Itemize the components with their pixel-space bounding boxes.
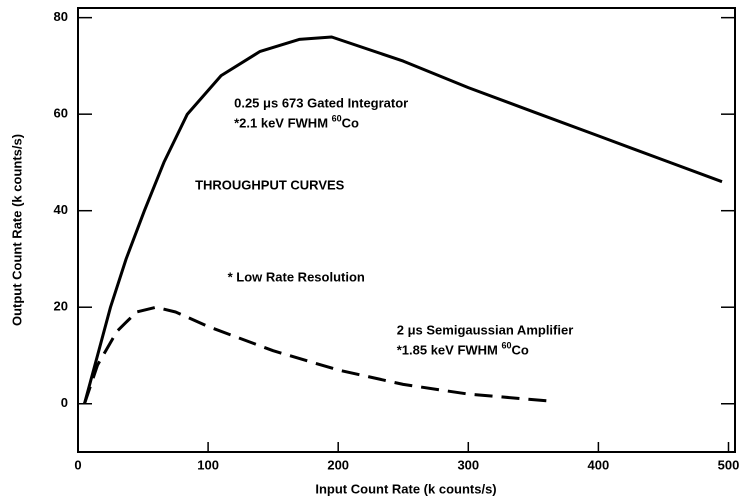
x-tick-label: 0 [74,457,81,472]
annotation: *1.85 keV FWHM 60Co [397,341,529,358]
annotation-part: 0.25 μs 673 Gated Integrator [234,96,408,111]
y-axis-label: Output Count Rate (k counts/s) [9,134,24,326]
annotation-part: 2 μs Semigaussian Amplifier [397,323,574,338]
x-tick-label: 100 [197,457,219,472]
x-tick-label: 500 [718,457,740,472]
x-axis-label: Input Count Rate (k counts/s) [315,481,496,496]
annotation: *2.1 keV FWHM 60Co [234,114,359,131]
annotation-part: Co [512,343,529,358]
annotation-part: 60 [332,114,342,124]
annotation: 2 μs Semigaussian Amplifier [397,323,574,338]
x-tick-label: 200 [327,457,349,472]
annotation: * Low Rate Resolution [228,270,365,285]
annotation: 0.25 μs 673 Gated Integrator [234,96,408,111]
plot-frame [77,7,736,453]
annotation-part: THROUGHPUT CURVES [195,178,345,193]
annotation-part: 60 [502,341,512,351]
annotation-part: *1.85 keV FWHM [397,343,502,358]
annotation-part: *2.1 keV FWHM [234,116,332,131]
x-tick-label: 300 [457,457,479,472]
y-tick-label: 20 [54,299,68,314]
y-tick-label: 40 [54,202,68,217]
annotation-part: Co [342,116,359,131]
y-tick-label: 80 [54,9,68,24]
annotation-part: * Low Rate Resolution [228,270,365,285]
curve [83,35,723,405]
y-tick-label: 60 [54,106,68,121]
x-tick-label: 400 [588,457,610,472]
y-tick-label: 0 [61,395,68,410]
annotation: THROUGHPUT CURVES [195,178,345,193]
curve [83,305,554,405]
